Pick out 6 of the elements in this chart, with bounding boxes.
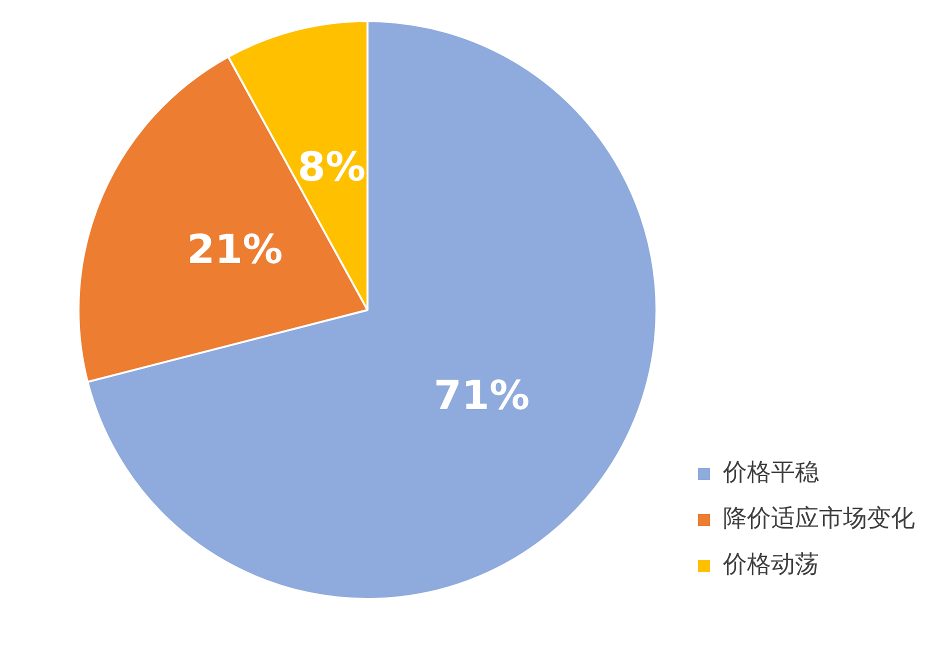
legend-label: 价格动荡 (722, 550, 819, 578)
legend-label: 降价适应市场变化 (723, 504, 915, 532)
data-label: 8% (298, 144, 366, 190)
legend-label: 价格平稳 (722, 458, 819, 486)
data-label: 71% (434, 372, 530, 419)
data-label: 21% (187, 227, 283, 274)
